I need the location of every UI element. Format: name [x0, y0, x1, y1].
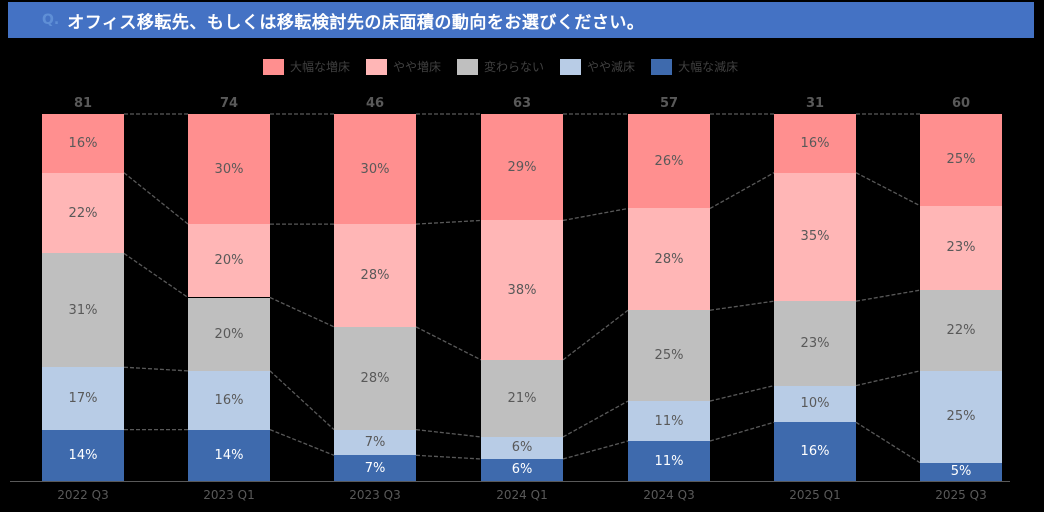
- bar-segment: 16%: [42, 114, 124, 173]
- x-tick-label: 2024 Q1: [496, 488, 548, 502]
- legend-swatch: [560, 58, 582, 75]
- bar-2025-q3: 25% 23% 22% 25% 5%: [920, 114, 1002, 481]
- legend: 大幅な増床 やや増床 変わらない やや減床 大幅な減床: [263, 58, 754, 75]
- x-tick-label: 2022 Q3: [57, 488, 109, 502]
- bar-segment: 11%: [628, 401, 710, 442]
- bar-segment: 11%: [628, 441, 710, 481]
- legend-item-slight-increase: やや増床: [366, 58, 441, 75]
- bar-total-label: 46: [365, 96, 385, 111]
- legend-swatch: [366, 58, 388, 75]
- legend-swatch: [651, 58, 673, 75]
- legend-item-no-change: 変わらない: [457, 58, 544, 75]
- bar-segment: 20%: [188, 297, 270, 371]
- legend-item-large-increase: 大幅な増床: [263, 58, 350, 75]
- bar-2024-q3: 26% 28% 25% 11% 11%: [628, 114, 710, 481]
- bar-2025-q1: 16% 35% 23% 10% 16%: [774, 114, 856, 481]
- legend-item-slight-decrease: やや減床: [560, 58, 635, 75]
- x-tick-label: 2025 Q1: [789, 488, 841, 502]
- bar-segment: 28%: [334, 326, 416, 430]
- bar-segment: 6%: [481, 436, 563, 459]
- bar-segment: 23%: [920, 205, 1002, 291]
- bar-segment: 14%: [42, 429, 124, 481]
- bar-segment: 5%: [920, 462, 1002, 481]
- bar-segment: 7%: [334, 455, 416, 481]
- x-tick-label: 2025 Q3: [935, 488, 987, 502]
- bar-segment: 25%: [920, 114, 1002, 206]
- question-icon: Q.: [42, 12, 60, 28]
- bar-total-label: 74: [219, 96, 239, 111]
- bar-total-label: 81: [73, 96, 93, 111]
- legend-swatch: [263, 58, 284, 75]
- bar-segment: 17%: [42, 367, 124, 430]
- bar-segment: 20%: [188, 224, 270, 298]
- x-tick-label: 2023 Q3: [349, 488, 401, 502]
- bar-segment: 16%: [774, 114, 856, 173]
- bar-segment: 35%: [774, 172, 856, 302]
- bar-segment: 14%: [188, 429, 270, 481]
- bar-segment: 23%: [774, 301, 856, 386]
- bar-segment: 25%: [920, 370, 1002, 463]
- bar-segment: 16%: [188, 370, 270, 430]
- bar-2023-q3: 30% 28% 28% 7% 7%: [334, 114, 416, 481]
- bar-segment: 10%: [774, 385, 856, 423]
- bar-segment: 22%: [920, 290, 1002, 371]
- bar-total-label: 57: [659, 96, 679, 111]
- bar-2024-q1: 29% 38% 21% 6% 6%: [481, 114, 563, 481]
- bar-segment: 28%: [334, 224, 416, 327]
- bar-total-label: 63: [512, 96, 532, 111]
- x-axis: [10, 481, 1010, 482]
- legend-item-large-decrease: 大幅な減床: [651, 58, 738, 75]
- bar-segment: 21%: [481, 359, 563, 437]
- x-tick-label: 2023 Q1: [203, 488, 255, 502]
- bar-2022-q3: 16% 22% 31% 17% 14%: [42, 114, 124, 481]
- question-header: Q. オフィス移転先、もしくは移転検討先の床面積の動向をお選びください。: [8, 2, 1034, 38]
- bar-total-label: 31: [805, 96, 825, 111]
- x-tick-label: 2024 Q3: [643, 488, 695, 502]
- bar-segment: 7%: [334, 429, 416, 456]
- bar-total-label: 60: [951, 96, 971, 111]
- bar-segment: 30%: [334, 114, 416, 225]
- bar-segment: 30%: [188, 114, 270, 225]
- bar-segment: 31%: [42, 253, 124, 368]
- bar-2023-q1: 30% 20% 20% 16% 14%: [188, 114, 270, 481]
- bar-segment: 28%: [628, 208, 710, 311]
- bar-segment: 26%: [628, 114, 710, 209]
- chart-title: オフィス移転先、もしくは移転検討先の床面積の動向をお選びください。: [67, 12, 645, 33]
- bar-segment: 38%: [481, 220, 563, 360]
- bar-segment: 29%: [481, 114, 563, 221]
- legend-swatch: [457, 58, 479, 75]
- bar-segment: 25%: [628, 310, 710, 402]
- bar-segment: 22%: [42, 172, 124, 254]
- bar-segment: 6%: [481, 458, 563, 481]
- bar-segment: 16%: [774, 422, 856, 481]
